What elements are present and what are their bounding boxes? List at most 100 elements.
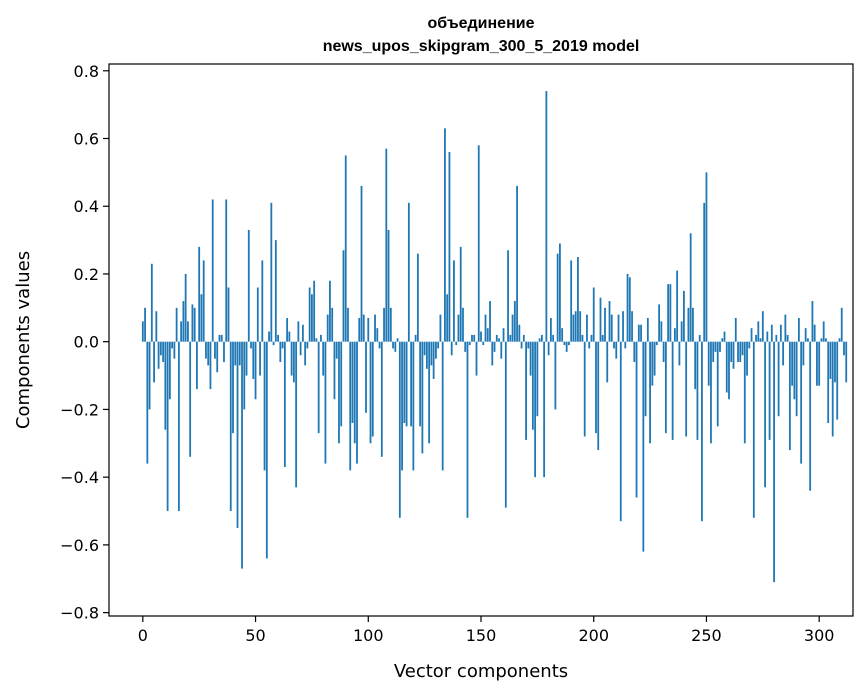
bar: [308, 287, 311, 342]
bar: [685, 341, 688, 437]
bar: [455, 341, 458, 346]
bar: [586, 314, 588, 342]
bar: [324, 341, 327, 464]
bar: [340, 341, 343, 427]
bar: [279, 341, 282, 363]
bar: [595, 341, 597, 434]
bar: [658, 304, 661, 342]
bar: [256, 287, 259, 342]
bar: [335, 341, 338, 359]
bar: [486, 328, 489, 342]
bar: [193, 307, 196, 342]
bar: [347, 307, 349, 342]
bar: [626, 273, 629, 342]
bar: [829, 341, 832, 379]
bar: [202, 260, 205, 342]
bar: [153, 341, 155, 383]
bar: [290, 341, 293, 376]
bar: [565, 341, 568, 352]
bar: [223, 341, 225, 363]
y-tick-label: 0.4: [74, 197, 99, 216]
bar: [155, 311, 158, 342]
bar: [707, 341, 710, 386]
bar: [793, 341, 796, 400]
bar: [750, 328, 753, 342]
bar: [225, 199, 228, 342]
bar: [247, 229, 250, 342]
bar: [144, 307, 146, 342]
bar: [200, 294, 203, 342]
bar: [207, 341, 210, 366]
bar: [646, 317, 649, 342]
bar: [407, 202, 410, 342]
bar: [214, 341, 216, 359]
bar: [766, 331, 769, 342]
bar: [184, 273, 187, 342]
bar: [283, 341, 286, 467]
bar: [148, 341, 151, 410]
bar: [768, 341, 771, 440]
bar: [746, 341, 748, 376]
bar: [687, 307, 690, 342]
bar: [755, 334, 757, 342]
bar: [725, 341, 728, 393]
bar: [692, 307, 694, 342]
bar: [667, 284, 670, 342]
bar: [292, 341, 295, 383]
bar: [644, 341, 647, 417]
bar: [191, 304, 194, 342]
bar: [396, 338, 399, 342]
bar: [234, 341, 237, 366]
bar: [274, 240, 277, 342]
y-tick-label: −0.8: [60, 604, 99, 623]
bar: [694, 341, 697, 390]
bar: [676, 270, 679, 342]
chart-title-line-1: объединение: [428, 15, 535, 32]
bar: [712, 341, 715, 363]
bar: [380, 341, 383, 457]
bar: [446, 294, 449, 342]
bar: [394, 341, 397, 352]
bar: [198, 246, 201, 342]
bar: [574, 311, 577, 342]
bar: [441, 341, 444, 471]
bar: [730, 341, 733, 363]
bar: [680, 321, 683, 342]
bar: [493, 341, 496, 352]
bar: [655, 341, 658, 346]
bar: [457, 314, 460, 342]
bar: [838, 338, 841, 342]
bar: [795, 341, 798, 417]
bar: [232, 341, 234, 434]
bar: [367, 317, 370, 342]
bar: [637, 324, 640, 342]
bar: [701, 341, 703, 522]
bar: [728, 341, 730, 400]
bar: [761, 311, 764, 342]
bar: [563, 341, 566, 346]
bar: [825, 338, 827, 342]
bar: [358, 317, 361, 342]
bar: [671, 341, 674, 440]
bar: [414, 334, 417, 342]
bar: [419, 341, 422, 427]
bar: [516, 185, 518, 342]
bar: [743, 341, 746, 444]
bar: [624, 341, 627, 349]
bar: [432, 341, 435, 379]
bar: [326, 314, 329, 342]
bar: [556, 253, 559, 342]
bar: [782, 341, 785, 366]
bar: [601, 334, 604, 342]
bar: [277, 334, 279, 342]
bar: [698, 334, 701, 342]
bar: [229, 341, 232, 512]
y-tick-label: −0.4: [60, 468, 99, 487]
bar: [737, 341, 739, 363]
bar: [719, 341, 721, 352]
bar: [757, 321, 760, 342]
bar: [333, 341, 336, 400]
bar: [813, 324, 816, 342]
bar: [349, 341, 352, 471]
bar: [502, 328, 505, 342]
